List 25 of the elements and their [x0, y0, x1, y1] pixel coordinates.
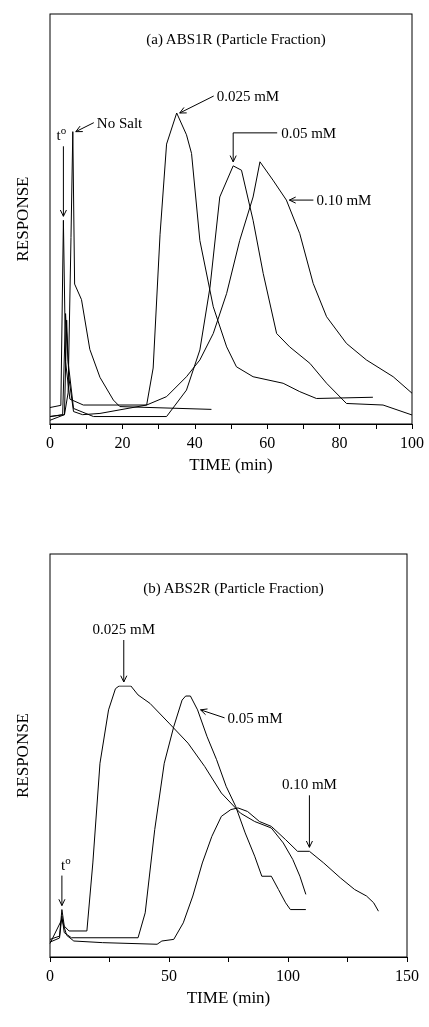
x-tick-label: 0	[46, 433, 54, 451]
annotation: t$^{o}$	[56, 124, 67, 144]
x-tick-label: 20	[114, 433, 131, 451]
x-tick-label: 100	[276, 966, 300, 984]
chart-title: (b) ABS2R (Particle Fraction)	[143, 579, 324, 597]
x-tick-label: 0	[46, 966, 54, 984]
x-axis-title: TIME (min)	[189, 455, 273, 474]
x-tick-label: 80	[331, 433, 348, 451]
x-tick-label: 150	[395, 966, 419, 984]
annotation: t$^{o}$	[61, 853, 72, 873]
x-tick-label: 40	[186, 433, 203, 451]
legend-label: No Salt	[96, 114, 144, 131]
x-tick-label: 100	[400, 433, 424, 451]
text: 0.025 mM	[92, 621, 156, 637]
legend-label: 0.10 mM	[316, 192, 372, 209]
legend-label: 0.025 mM	[216, 88, 280, 104]
y-axis-title: RESPONSE	[13, 176, 32, 262]
chart-title: (a) ABS1R (Particle Fraction)	[146, 30, 326, 48]
x-tick-label: 50	[161, 966, 177, 984]
x-tick-label: 60	[259, 433, 276, 451]
y-axis-title: RESPONSE	[13, 712, 32, 799]
x-axis-title: TIME (min)	[186, 988, 271, 1007]
text: 0.05 mM	[281, 124, 337, 141]
text: 0.10 mM	[281, 776, 337, 793]
legend-label: 0.05 mM	[227, 709, 283, 726]
